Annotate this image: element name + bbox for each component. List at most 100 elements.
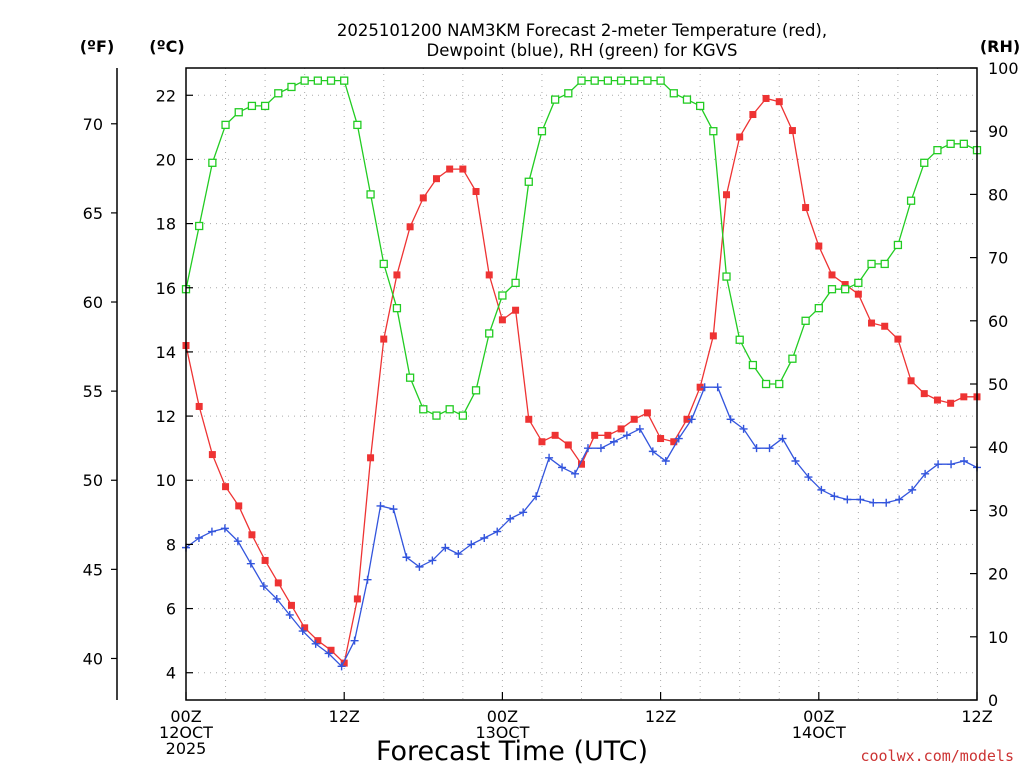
data-point: [895, 495, 904, 504]
data-point: [525, 415, 533, 423]
title-line-2: Dewpoint (blue), RH (green) for KGVS: [427, 41, 738, 60]
celsius-tick-label: 20: [156, 150, 176, 169]
data-point: [596, 444, 605, 453]
data-point: [558, 463, 567, 472]
data-point: [617, 425, 625, 433]
series-rh: [181, 76, 982, 420]
data-point: [908, 485, 917, 494]
data-point: [208, 158, 217, 167]
data-point: [583, 444, 592, 453]
data-point: [467, 540, 476, 549]
celsius-tick-label: 16: [156, 279, 176, 298]
data-point: [827, 285, 837, 294]
data-point: [445, 405, 454, 414]
data-point: [947, 399, 955, 407]
unit-label-fahrenheit: (ºF): [80, 37, 115, 56]
data-point: [635, 424, 644, 433]
data-point: [830, 492, 839, 501]
fahrenheit-tick-label: 65: [83, 204, 103, 223]
rh-tick-label: 30: [988, 501, 1008, 520]
fahrenheit-tick-label: 55: [83, 382, 103, 401]
data-point: [324, 649, 333, 658]
data-point: [590, 76, 599, 85]
data-point: [538, 438, 546, 446]
data-point: [259, 582, 268, 591]
data-point: [207, 527, 216, 536]
data-point: [880, 259, 889, 269]
data-point: [817, 485, 826, 494]
data-point: [709, 332, 717, 340]
data-point: [577, 76, 586, 85]
data-point: [506, 514, 515, 523]
x-tick-label-date: 12OCT: [159, 723, 213, 742]
data-point: [616, 76, 626, 85]
data-point: [301, 624, 309, 632]
x-tick-label-time: 00Z: [803, 707, 834, 726]
x-tick-label-date: 13OCT: [475, 723, 529, 742]
data-point: [367, 454, 375, 462]
data-point: [959, 139, 968, 148]
data-point: [933, 146, 942, 155]
data-point: [195, 221, 204, 231]
rh-tick-label: 80: [988, 185, 1008, 204]
data-point: [739, 424, 748, 433]
celsius-tick-label: 8: [166, 535, 176, 554]
data-point: [274, 579, 282, 587]
data-point: [765, 444, 774, 453]
data-point: [498, 316, 506, 324]
data-point: [804, 473, 813, 482]
data-point: [274, 89, 283, 98]
data-point: [762, 94, 770, 102]
data-point: [934, 460, 943, 469]
data-point: [415, 562, 424, 571]
data-point: [485, 329, 494, 338]
fahrenheit-tick-label: 45: [83, 560, 103, 579]
x-axis-title: Forecast Time (UTC): [376, 736, 648, 767]
celsius-tick-label: 14: [156, 343, 176, 362]
data-point: [578, 460, 585, 468]
data-point: [893, 240, 903, 250]
celsius-tick-label: 10: [156, 471, 176, 490]
data-point: [622, 431, 631, 440]
data-point: [604, 431, 612, 439]
data-point: [287, 601, 295, 609]
fahrenheit-tick-label: 40: [83, 649, 103, 668]
data-point: [670, 438, 678, 446]
data-point: [376, 501, 385, 510]
data-point: [571, 469, 580, 478]
data-point: [881, 322, 889, 330]
x-tick-label-time: 00Z: [487, 707, 518, 726]
data-point: [311, 639, 320, 648]
data-point: [472, 188, 480, 196]
data-point: [511, 278, 520, 288]
data-point: [471, 386, 481, 395]
rh-tick-label: 90: [988, 122, 1008, 141]
data-point: [752, 444, 761, 453]
data-point: [735, 335, 744, 344]
data-point: [906, 196, 916, 205]
data-point: [867, 259, 876, 269]
data-point: [314, 637, 322, 645]
data-point: [194, 533, 203, 542]
x-tick-label-time: 12Z: [329, 707, 360, 726]
data-point: [247, 101, 257, 111]
data-point: [748, 360, 758, 370]
data-point: [761, 379, 771, 389]
data-point: [222, 483, 230, 491]
data-point: [446, 165, 454, 173]
data-point: [326, 76, 336, 85]
rh-tick-label: 0: [988, 691, 998, 710]
data-point: [432, 411, 441, 420]
data-point: [726, 415, 735, 424]
data-point: [545, 453, 554, 462]
data-point: [327, 646, 335, 654]
data-point: [272, 594, 281, 603]
data-point: [248, 531, 256, 539]
x-tick-label-time: 12Z: [961, 707, 992, 726]
data-point: [656, 76, 665, 85]
axis-ticks: 4 6 8 10 12 14 16 18 20 22 40 45 50 55 60 65 70 0 10 20 30 40…: [83, 59, 1019, 758]
data-point: [683, 415, 691, 423]
data-point: [856, 495, 865, 504]
rh-tick-label: 40: [988, 438, 1008, 457]
